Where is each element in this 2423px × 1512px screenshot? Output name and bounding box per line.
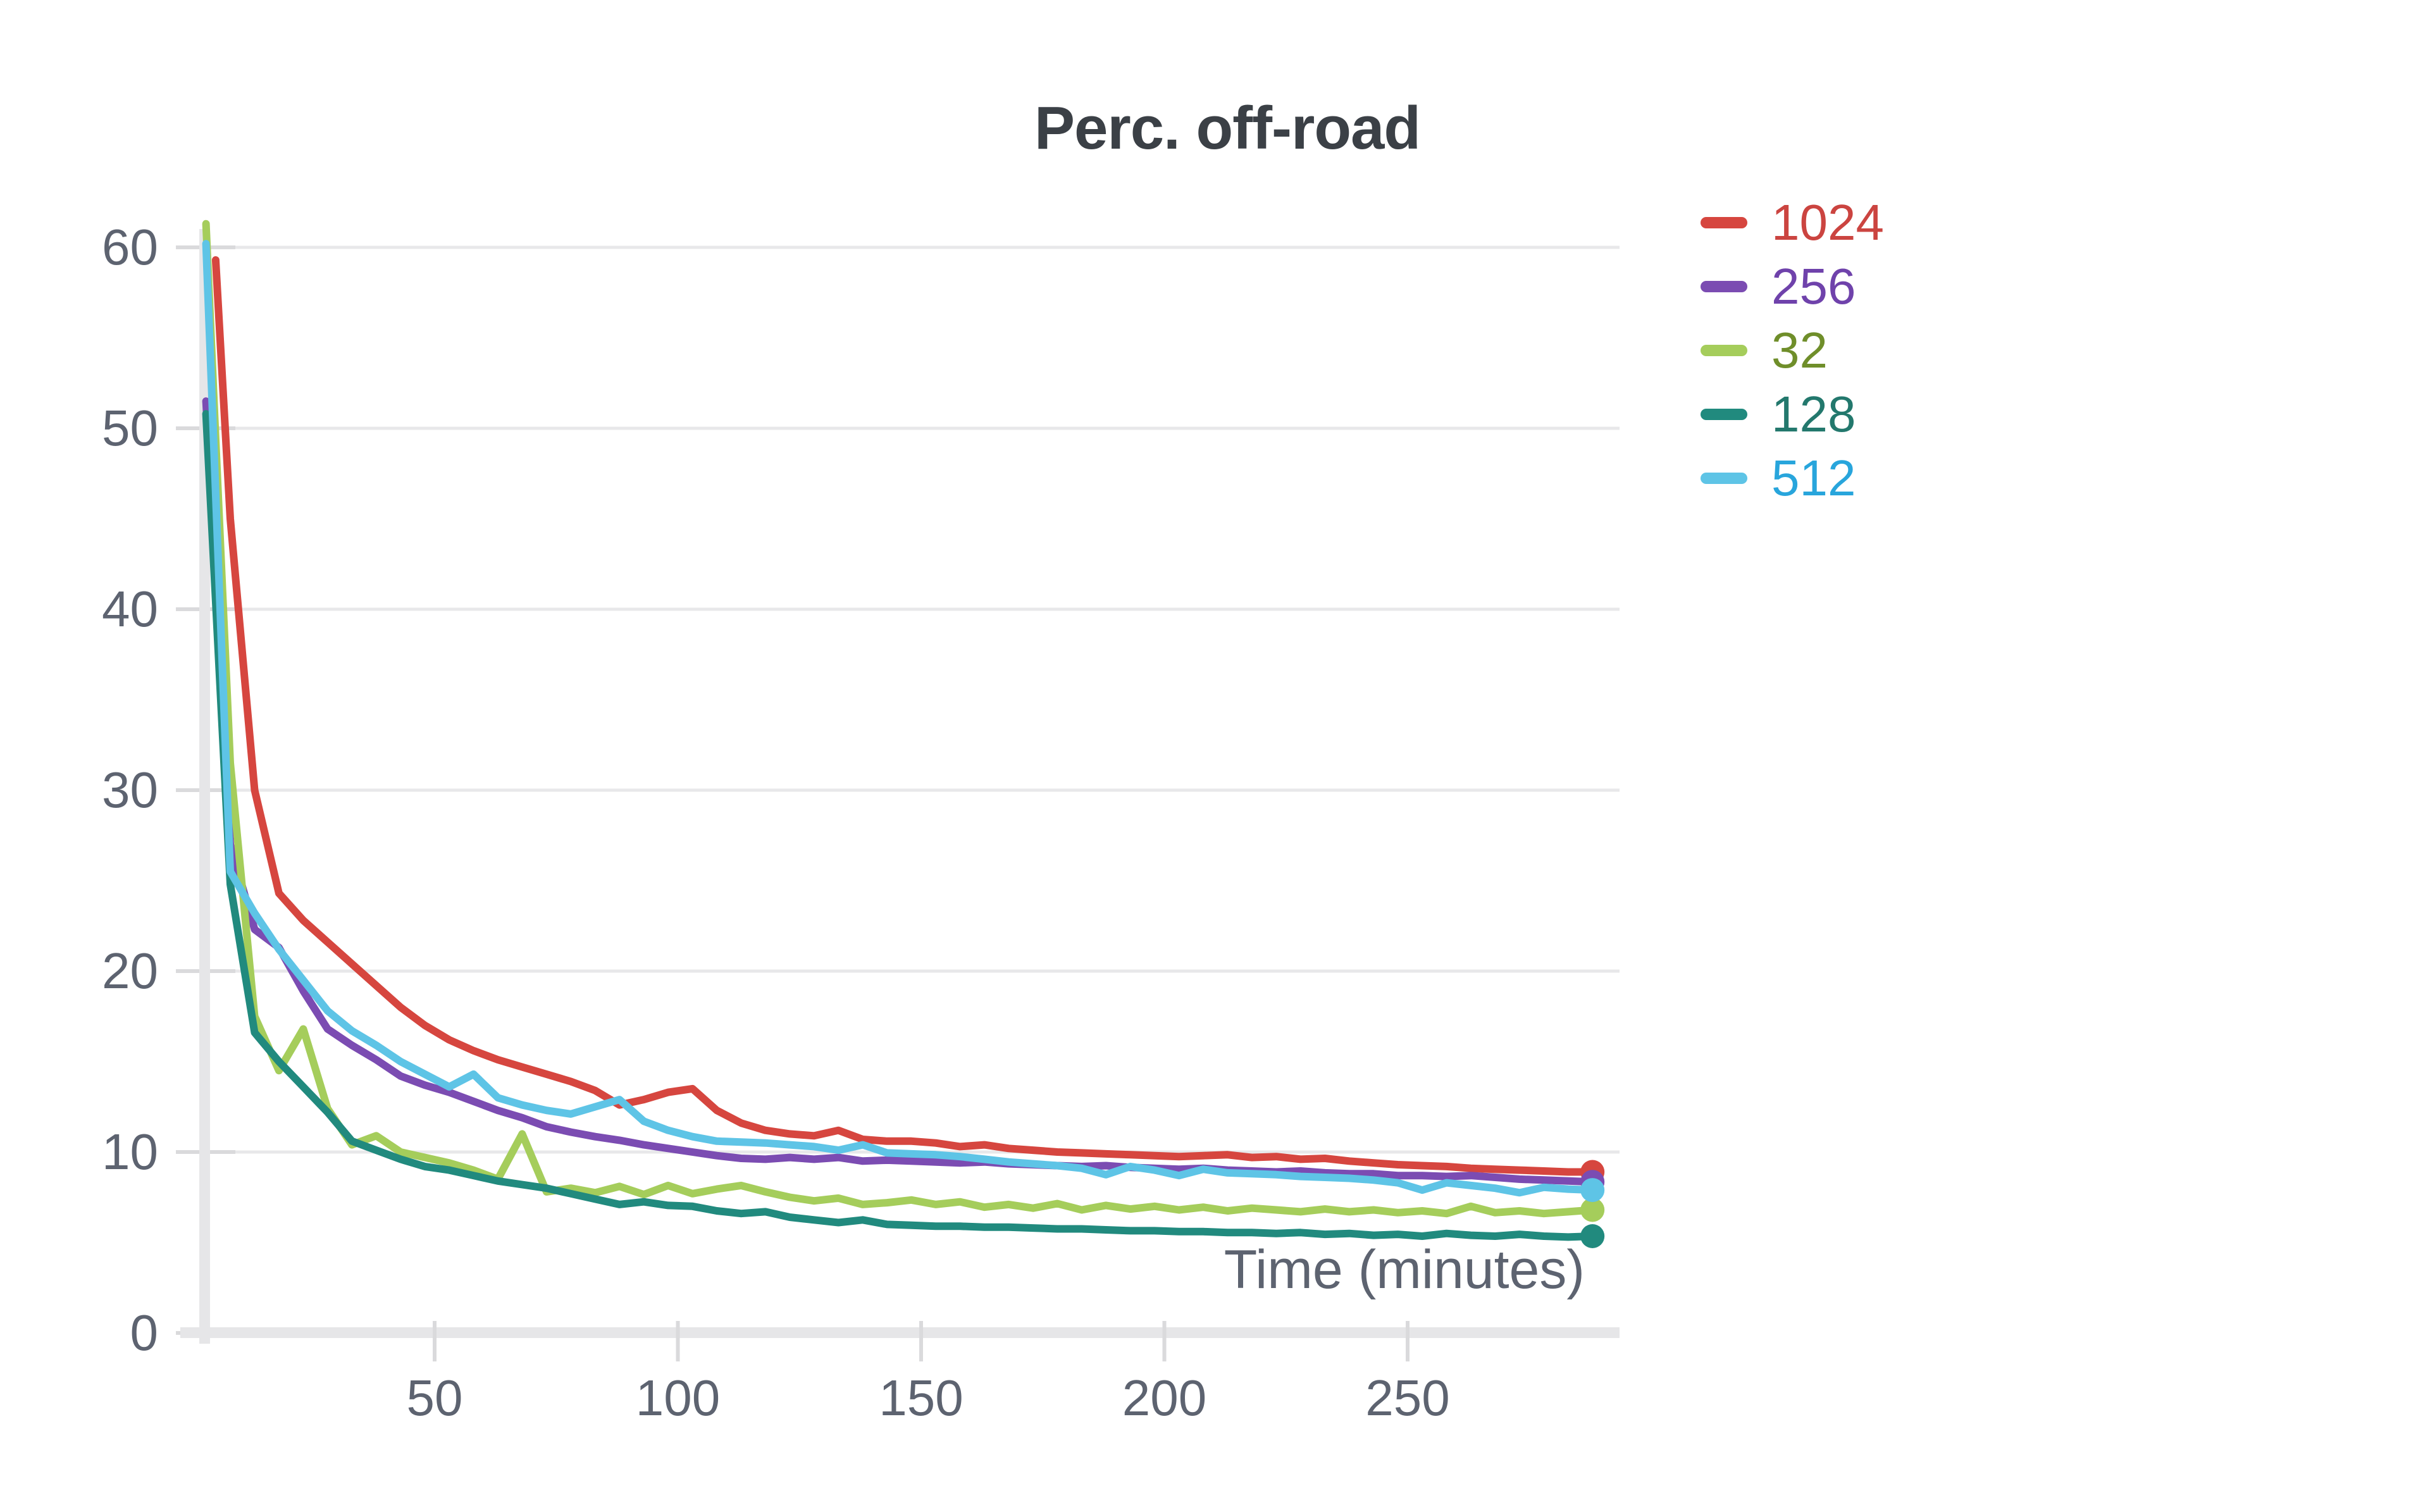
x-tick-label: 50 xyxy=(406,1370,463,1426)
x-tick xyxy=(676,1321,680,1361)
series-line-256 xyxy=(202,397,1597,1186)
legend-dash-icon xyxy=(1701,409,1747,420)
x-tick-label: 150 xyxy=(879,1370,964,1426)
series-end-dot-512 xyxy=(1580,1178,1605,1203)
legend-label: 1024 xyxy=(1771,194,1884,251)
gridline xyxy=(196,788,1620,792)
legend-label: 512 xyxy=(1771,450,1856,506)
legend-dash-icon xyxy=(1701,473,1747,484)
y-tick-label: 30 xyxy=(102,762,158,818)
x-tick-label: 250 xyxy=(1365,1370,1450,1426)
x-axis-label: Time (minutes) xyxy=(1224,1239,1585,1300)
y-tick-label: 0 xyxy=(130,1304,159,1361)
series-end-dot-128 xyxy=(1580,1224,1605,1248)
x-tick-label: 200 xyxy=(1122,1370,1207,1426)
legend-item-1024: 1024 xyxy=(1701,191,1884,254)
legend-item-128: 128 xyxy=(1701,383,1856,446)
legend-label: 128 xyxy=(1771,386,1856,442)
series-line-1024 xyxy=(211,256,1597,1176)
legend-dash-icon xyxy=(1701,281,1747,292)
legend-label: 256 xyxy=(1771,258,1856,314)
chart-title: Perc. off-road xyxy=(1034,94,1421,162)
gridline xyxy=(196,607,1620,611)
series-line-128 xyxy=(202,410,1597,1241)
legend-dash-icon xyxy=(1701,217,1747,228)
legend-label: 32 xyxy=(1771,322,1828,378)
y-tick-label: 60 xyxy=(102,219,158,275)
x-tick xyxy=(919,1321,923,1361)
x-axis-line xyxy=(180,1327,1620,1338)
y-tick-label: 20 xyxy=(102,943,158,999)
y-tick-label: 50 xyxy=(102,400,158,456)
legend-item-512: 512 xyxy=(1701,447,1856,510)
series-line-32 xyxy=(202,220,1597,1218)
legend-item-256: 256 xyxy=(1701,255,1856,318)
series-end-dot-32 xyxy=(1580,1198,1605,1222)
x-tick xyxy=(1162,1321,1167,1361)
x-tick xyxy=(1406,1321,1410,1361)
x-tick-label: 100 xyxy=(635,1370,721,1426)
legend-dash-icon xyxy=(1701,345,1747,356)
legend-item-32: 32 xyxy=(1701,319,1828,382)
y-tick-label: 40 xyxy=(102,581,158,637)
series-line-512 xyxy=(202,240,1597,1197)
gridline xyxy=(196,426,1620,430)
x-tick xyxy=(433,1321,437,1361)
gridline xyxy=(196,245,1620,249)
gridline xyxy=(196,969,1620,973)
y-tick-label: 10 xyxy=(102,1124,158,1180)
